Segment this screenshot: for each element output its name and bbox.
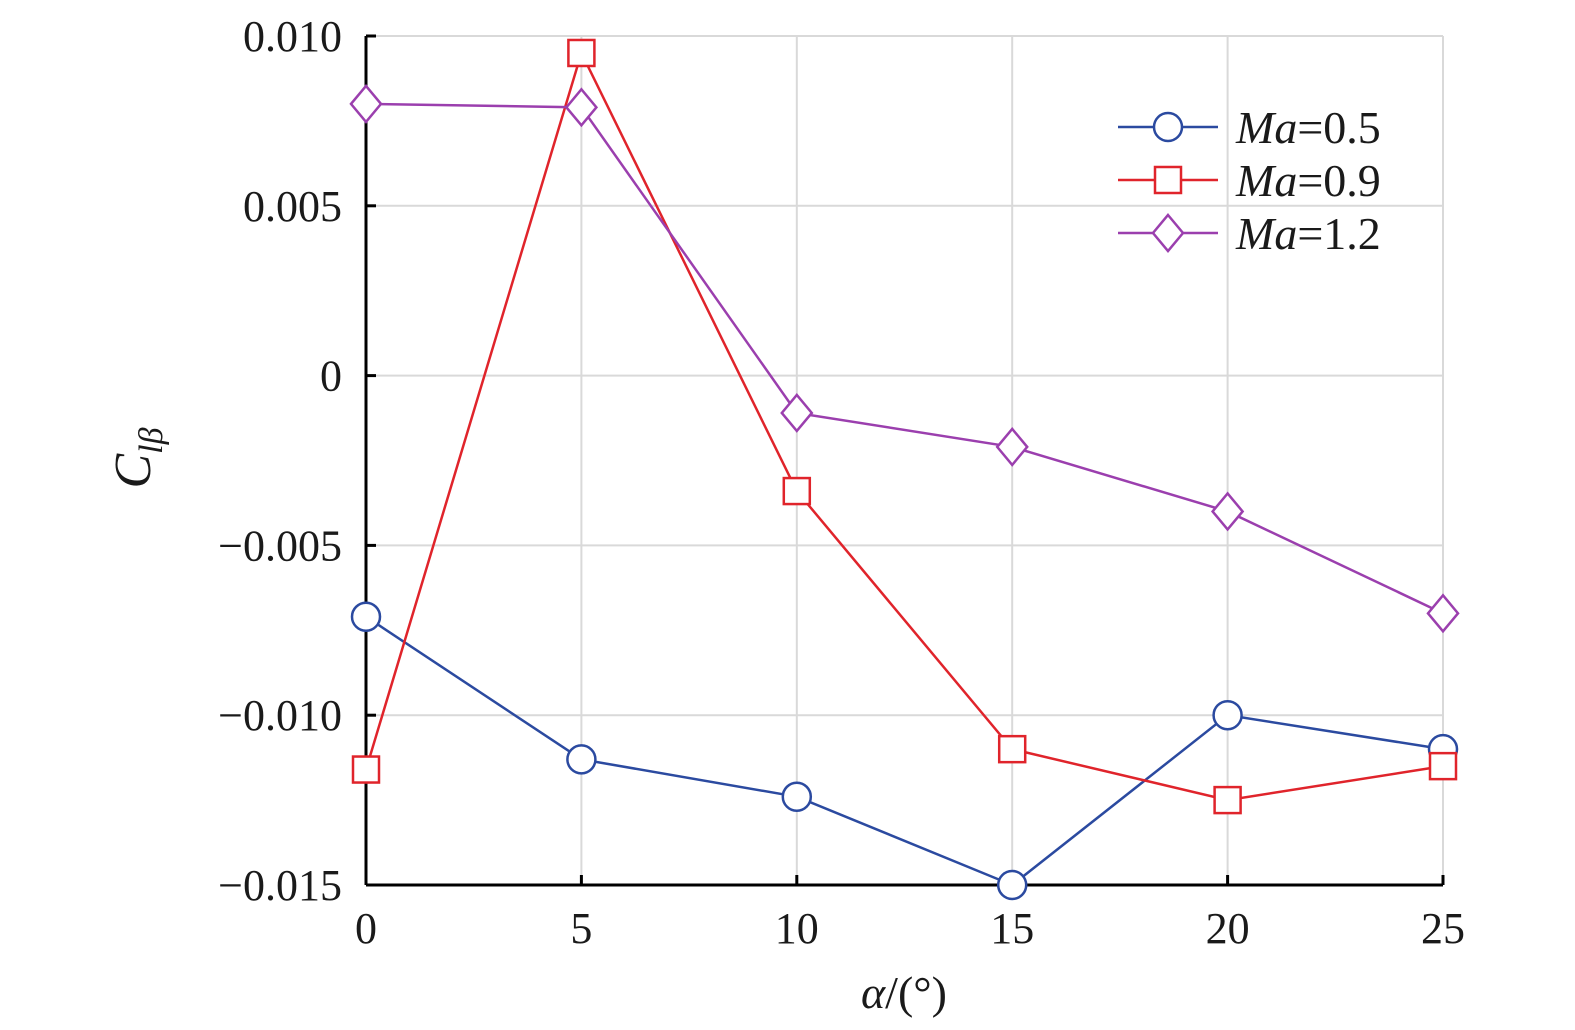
x-tick-label: 0: [355, 904, 377, 953]
x-axis-symbol: α: [861, 967, 886, 1018]
data-point: [350, 601, 382, 632]
series-diamond: [349, 83, 1460, 634]
x-tick-label: 25: [1421, 904, 1465, 953]
data-point: [780, 393, 814, 433]
x-axis-title: α/(°): [861, 967, 947, 1018]
x-tick-label: 15: [990, 904, 1034, 953]
data-point: [1426, 593, 1460, 634]
series-line: [365, 102, 1444, 615]
legend-label: Ma=0.9: [1235, 155, 1381, 206]
data-point: [1210, 491, 1245, 532]
series-circle: [350, 601, 1459, 901]
x-tick-label: 10: [775, 904, 819, 953]
y-axis-symbol: C: [105, 453, 162, 489]
y-tick-label: 0.005: [243, 182, 342, 231]
legend-label: Ma=1.2: [1235, 208, 1381, 259]
data-point: [996, 869, 1028, 901]
data-point: [782, 476, 812, 506]
grid-lines: [366, 35, 1444, 885]
data-point: [349, 83, 383, 124]
data-point: [997, 734, 1027, 764]
data-point: [1213, 785, 1242, 815]
y-axis-subscript: lβ: [133, 427, 170, 453]
data-point: [1212, 699, 1243, 731]
tick-labels: 0 5 10 15 20 25 0.010 0.005 0 −0.005 −0.010 −0.015: [218, 12, 1465, 953]
data-point: [1428, 751, 1458, 781]
y-tick-label: 0.010: [243, 12, 342, 61]
legend: Ma=0.5Ma=0.9Ma=1.2: [1118, 102, 1381, 259]
data-point: [566, 744, 597, 775]
series-square: [351, 38, 1458, 815]
y-tick-label: −0.010: [218, 691, 342, 740]
legend-label: Ma=0.5: [1235, 102, 1381, 153]
data-point: [564, 87, 599, 128]
legend-marker: [1152, 111, 1184, 143]
x-tick-label: 5: [570, 904, 592, 953]
y-axis-title: Clβ: [105, 427, 170, 488]
legend-marker: [1151, 213, 1185, 253]
y-tick-label: 0: [320, 352, 342, 401]
data-point: [995, 426, 1029, 467]
legend-marker: [1153, 165, 1183, 195]
data-point: [781, 781, 813, 812]
series-line: [365, 615, 1444, 887]
x-tick-label: 20: [1206, 904, 1250, 953]
series-line: [364, 49, 1444, 802]
x-axis-unit: /(°): [885, 967, 947, 1018]
data-point: [567, 38, 596, 68]
series-lines: [349, 38, 1460, 901]
data-point: [351, 755, 381, 784]
y-tick-label: −0.005: [218, 521, 342, 570]
y-tick-label: −0.015: [218, 861, 342, 910]
